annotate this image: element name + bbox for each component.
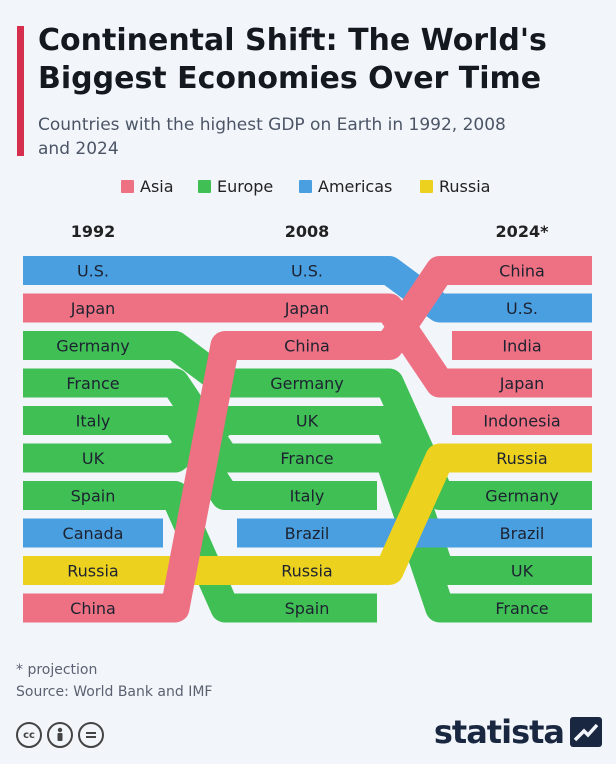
year-label-2024: 2024* bbox=[495, 222, 549, 241]
year-label-1992: 1992 bbox=[70, 222, 116, 241]
bar-1992-spain bbox=[23, 481, 163, 510]
chart-title: Continental Shift: The World's Biggest E… bbox=[38, 23, 547, 96]
bar-2024-indonesia bbox=[452, 406, 592, 435]
bar-2024-china bbox=[452, 256, 592, 285]
bar-label-2008-spain: Spain bbox=[285, 599, 330, 618]
bar-2008-france bbox=[237, 443, 377, 473]
license-icons: cc bbox=[16, 722, 104, 748]
bar-label-2024-indonesia: Indonesia bbox=[483, 412, 560, 431]
bar-label-1992-italy: Italy bbox=[76, 412, 111, 431]
legend: Asia Europe Americas Russia bbox=[0, 177, 616, 197]
bar-label-2024-russia: Russia bbox=[496, 449, 547, 468]
bar-label-1992-spain: Spain bbox=[71, 487, 116, 506]
bar-1992-france bbox=[23, 368, 163, 398]
legend-item-americas: Americas bbox=[299, 177, 392, 196]
bar-2008-us bbox=[237, 256, 377, 285]
bar-2008-russia bbox=[237, 556, 377, 585]
logo-text: statista bbox=[433, 713, 565, 751]
legend-label-americas: Americas bbox=[318, 177, 393, 196]
bar-label-2024-uk: UK bbox=[511, 562, 534, 581]
legend-label-europe: Europe bbox=[217, 177, 274, 196]
bar-2008-china bbox=[237, 331, 377, 360]
flow-link-china-2008-2024 bbox=[374, 256, 455, 360]
legend-swatch-russia bbox=[420, 180, 433, 193]
flow-link-japan-2008-2024 bbox=[374, 293, 455, 398]
bar-label-1992-russia: Russia bbox=[67, 562, 118, 581]
title-accent-bar bbox=[17, 26, 24, 156]
legend-item-europe: Europe bbox=[198, 177, 273, 196]
bar-1992-us bbox=[23, 256, 163, 285]
cc-icon[interactable]: cc bbox=[16, 722, 42, 748]
bar-2024-us bbox=[452, 293, 592, 323]
bar-label-2008-russia: Russia bbox=[281, 562, 332, 581]
bar-label-2008-france: France bbox=[280, 449, 333, 468]
rank-bars: U.S. Japan Germany France Italy UK Spain Canada… bbox=[23, 256, 592, 623]
bar-2008-germany bbox=[237, 368, 377, 398]
bar-label-2008-brazil: Brazil bbox=[285, 524, 330, 543]
bar-1992-china bbox=[23, 593, 163, 623]
bar-label-2024-germany: Germany bbox=[485, 487, 559, 506]
year-label-2008: 2008 bbox=[284, 222, 330, 241]
bar-2024-india bbox=[452, 331, 592, 360]
bar-label-2008-italy: Italy bbox=[290, 487, 325, 506]
legend-swatch-asia bbox=[121, 180, 134, 193]
bar-label-1992-us: U.S. bbox=[77, 262, 109, 281]
bar-1992-canada bbox=[23, 518, 163, 548]
chart-subtitle: Countries with the highest GDP on Earth … bbox=[38, 115, 506, 159]
bar-label-1992-uk: UK bbox=[82, 449, 105, 468]
bar-2024-japan bbox=[452, 368, 592, 398]
by-icon[interactable] bbox=[47, 722, 73, 748]
bar-label-2024-japan: Japan bbox=[499, 374, 545, 393]
bar-1992-japan bbox=[23, 293, 163, 323]
bar-1992-italy bbox=[23, 406, 163, 435]
bar-2008-italy bbox=[237, 481, 377, 510]
bar-label-2008-germany: Germany bbox=[270, 374, 344, 393]
bar-2024-germany bbox=[452, 481, 592, 510]
statista-mark-icon bbox=[570, 717, 602, 747]
legend-item-russia: Russia bbox=[420, 177, 490, 196]
bar-label-2008-china: China bbox=[284, 337, 330, 356]
bar-label-2024-india: India bbox=[502, 337, 541, 356]
bar-label-2008-uk: UK bbox=[296, 412, 319, 431]
bar-label-1992-china: China bbox=[70, 599, 116, 618]
bar-2024-russia bbox=[452, 443, 592, 473]
legend-item-asia: Asia bbox=[121, 177, 174, 196]
flow-link-germany-2008-2024 bbox=[374, 368, 455, 510]
bar-2008-japan bbox=[237, 293, 377, 323]
bar-label-1992-germany: Germany bbox=[56, 337, 130, 356]
source: Source: World Bank and IMF bbox=[16, 684, 213, 700]
bar-2024-france bbox=[452, 593, 592, 623]
bar-label-2024-brazil: Brazil bbox=[500, 524, 545, 543]
footnote: * projection bbox=[16, 662, 98, 678]
bar-2008-uk bbox=[237, 406, 377, 435]
nd-icon[interactable] bbox=[78, 722, 104, 748]
bar-label-2024-china: China bbox=[499, 262, 545, 281]
bar-label-1992-canada: Canada bbox=[63, 524, 124, 543]
legend-swatch-americas bbox=[299, 180, 312, 193]
flow-links bbox=[160, 256, 455, 623]
bar-1992-germany bbox=[23, 331, 163, 360]
statista-logo[interactable]: statista bbox=[434, 713, 602, 751]
bar-1992-uk bbox=[23, 443, 163, 473]
flow-link-russia-2008-2024 bbox=[374, 443, 455, 585]
legend-swatch-europe bbox=[198, 180, 211, 193]
bar-label-2008-us: U.S. bbox=[291, 262, 323, 281]
bar-label-2024-us: U.S. bbox=[506, 299, 538, 318]
bar-label-1992-france: France bbox=[66, 374, 119, 393]
bar-label-2024-france: France bbox=[495, 599, 548, 618]
bar-2008-brazil bbox=[237, 518, 377, 548]
legend-label-russia: Russia bbox=[439, 177, 491, 196]
bar-label-1992-japan: Japan bbox=[70, 299, 116, 318]
legend-label-asia: Asia bbox=[140, 177, 174, 196]
bar-2008-spain bbox=[237, 593, 377, 623]
bar-2024-uk bbox=[452, 556, 592, 585]
bar-2024-brazil bbox=[452, 518, 592, 548]
bar-1992-russia bbox=[23, 556, 163, 585]
bar-label-2008-japan: Japan bbox=[284, 299, 330, 318]
flow-link-china-1992-2008 bbox=[160, 331, 240, 623]
